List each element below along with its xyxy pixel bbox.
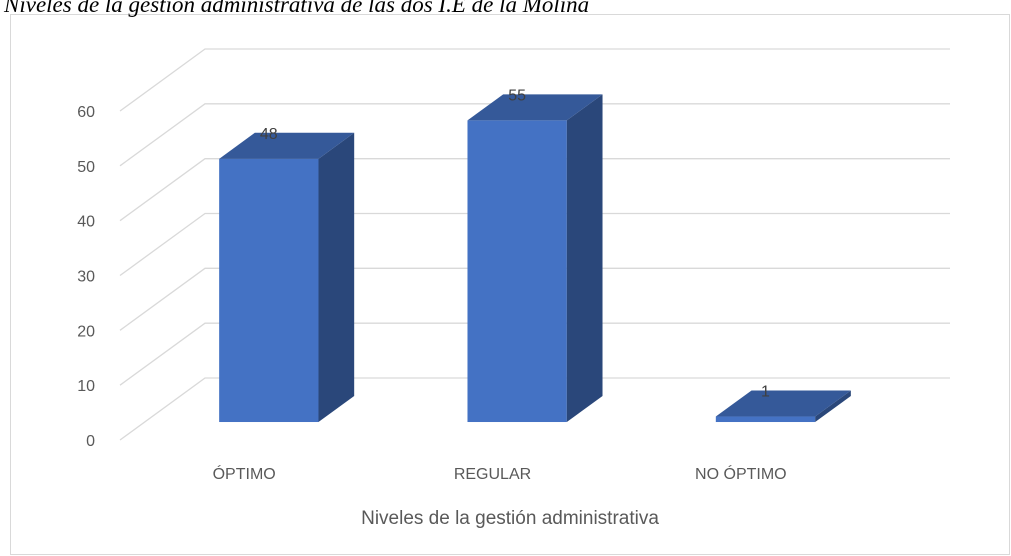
bar-side: [318, 132, 355, 423]
grid-line: [119, 322, 950, 386]
grid-line: [119, 212, 950, 277]
y-tick-label: 20: [77, 323, 95, 340]
grid-line: [119, 267, 950, 331]
bar-top: [715, 390, 851, 417]
bar-side: [815, 390, 851, 423]
y-tick-label: 10: [77, 378, 95, 395]
bar-top: [219, 132, 355, 159]
bar: [467, 120, 567, 423]
data-label: 48: [260, 126, 278, 143]
x-tick-label: ÓPTIMO: [213, 464, 276, 483]
y-tick-label: 0: [86, 433, 95, 450]
bar-side: [566, 94, 603, 423]
data-label: 55: [508, 87, 526, 104]
grid-line: [119, 103, 950, 167]
y-tick-label: 30: [77, 269, 95, 286]
x-tick-label: NO ÓPTIMO: [695, 464, 787, 483]
grid-line: [119, 377, 950, 441]
x-axis-title: Niveles de la gestión administrativa: [361, 508, 659, 529]
grid-line: [119, 48, 950, 112]
data-label: 1: [761, 384, 770, 401]
bar-top: [467, 94, 603, 121]
chart-title: Niveles de la gestión administrativa de …: [3, 0, 589, 17]
bar: [715, 416, 816, 423]
x-tick-label: REGULAR: [454, 466, 531, 483]
grid-line: [119, 158, 950, 222]
y-tick-label: 60: [77, 104, 95, 121]
y-tick-label: 40: [77, 214, 95, 231]
bar: [219, 158, 319, 423]
y-tick-label: 50: [77, 159, 95, 176]
